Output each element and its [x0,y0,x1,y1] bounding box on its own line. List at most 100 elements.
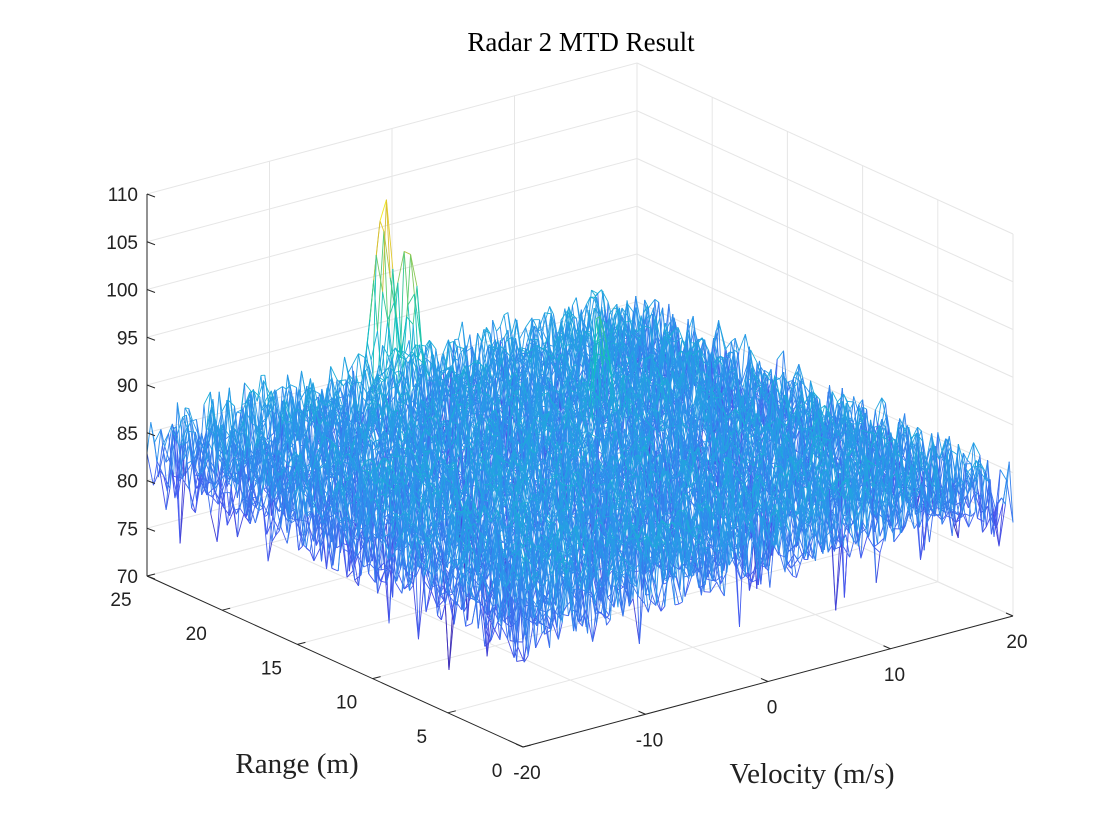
surface-segment [525,317,533,328]
surface-segment [351,353,359,366]
surface-segment [441,339,449,356]
surface-segment [348,373,353,387]
surface-segment [146,422,152,454]
surface-segment [379,220,385,232]
surface-segment [377,393,385,395]
surface-segment [267,390,272,405]
grid-line [636,110,1014,283]
surface-segment [515,338,520,381]
surface-segment [459,345,467,355]
surface-segment [175,426,181,544]
surface-segment [275,390,281,416]
surface-segment [572,297,577,306]
surface-segment [330,366,338,380]
surface-segment [172,426,177,431]
surface-segment [393,370,401,374]
surface-segment [375,220,381,256]
surface-segment [479,327,487,350]
surface-segment [419,344,426,347]
surface-segment [223,492,228,526]
surface-segment [387,302,395,321]
surface-segment [182,414,187,418]
surface-segment [216,479,222,542]
surface-segment [275,386,283,392]
surface-segment [488,344,496,348]
surface-segment [397,251,405,283]
surface-segment [545,306,551,319]
surface-segment [574,309,582,341]
surface-segment [549,306,557,333]
surface-segment [358,353,363,379]
surface-segment [339,379,347,382]
surface-segment [239,507,245,515]
surface-segment [256,380,264,402]
surface-segment [264,390,272,402]
surface-segment [365,319,371,352]
surface-segment [458,321,463,340]
surface-segment [384,327,390,382]
surface-segment [572,317,577,319]
surface-segment [263,404,268,440]
surface-segment [585,296,591,305]
surface-segment [372,254,377,394]
surface-segment [263,380,271,395]
surface-segment [146,453,154,486]
surface-segment [165,430,173,510]
surface-segment [289,384,297,388]
surface-segment [560,310,568,321]
surface-segment [244,397,249,462]
surface-segment [370,330,378,361]
surface-segment [192,420,200,437]
surface-segment [525,327,530,343]
surface-segment [210,513,218,542]
surface-segment [332,379,338,402]
surface-segment [203,391,211,405]
surface-segment [249,390,254,393]
surface-segment [407,293,415,306]
grid-line [636,62,1014,235]
surface-segment [592,297,598,343]
surface-segment [373,280,378,331]
surface-segment [388,268,394,328]
surface-segment [266,419,272,440]
surface-segment [256,375,262,402]
surface-segment [382,345,390,358]
surface-segment [449,340,454,344]
surface-segment [346,380,352,387]
surface-segment [399,251,405,358]
surface-segment [537,312,546,331]
surface-segment [233,510,238,538]
surface-segment [621,307,629,317]
surface-segment [192,418,197,422]
surface-segment [282,386,287,390]
surface-segment [587,298,595,335]
surface-segment [378,291,384,366]
surface-segment [268,395,273,416]
surface-segment [326,366,332,409]
surface-segment [348,373,356,383]
surface-segment [379,199,387,221]
surface-segment [558,333,563,367]
surface-segment [184,407,192,420]
surface-segment [550,313,558,355]
surface-segment [152,461,158,486]
grid-line [636,158,1014,330]
surface-segment [625,320,633,323]
surface-segment [511,318,516,334]
surface-segment [364,357,372,388]
surface-segment [180,425,189,443]
surface-segment [285,384,291,390]
surface-segment [240,382,245,414]
surface-segment [635,295,643,332]
surface-segment [391,282,399,365]
surface-segment [358,353,366,358]
surface-segment [591,289,596,297]
surface-segment [253,390,261,398]
surface-segment [268,403,276,416]
surface-segment [407,304,413,352]
surface-segment [350,382,356,387]
surface-segment [425,339,430,347]
surface-segment [378,345,383,377]
surface-segment [198,435,204,455]
